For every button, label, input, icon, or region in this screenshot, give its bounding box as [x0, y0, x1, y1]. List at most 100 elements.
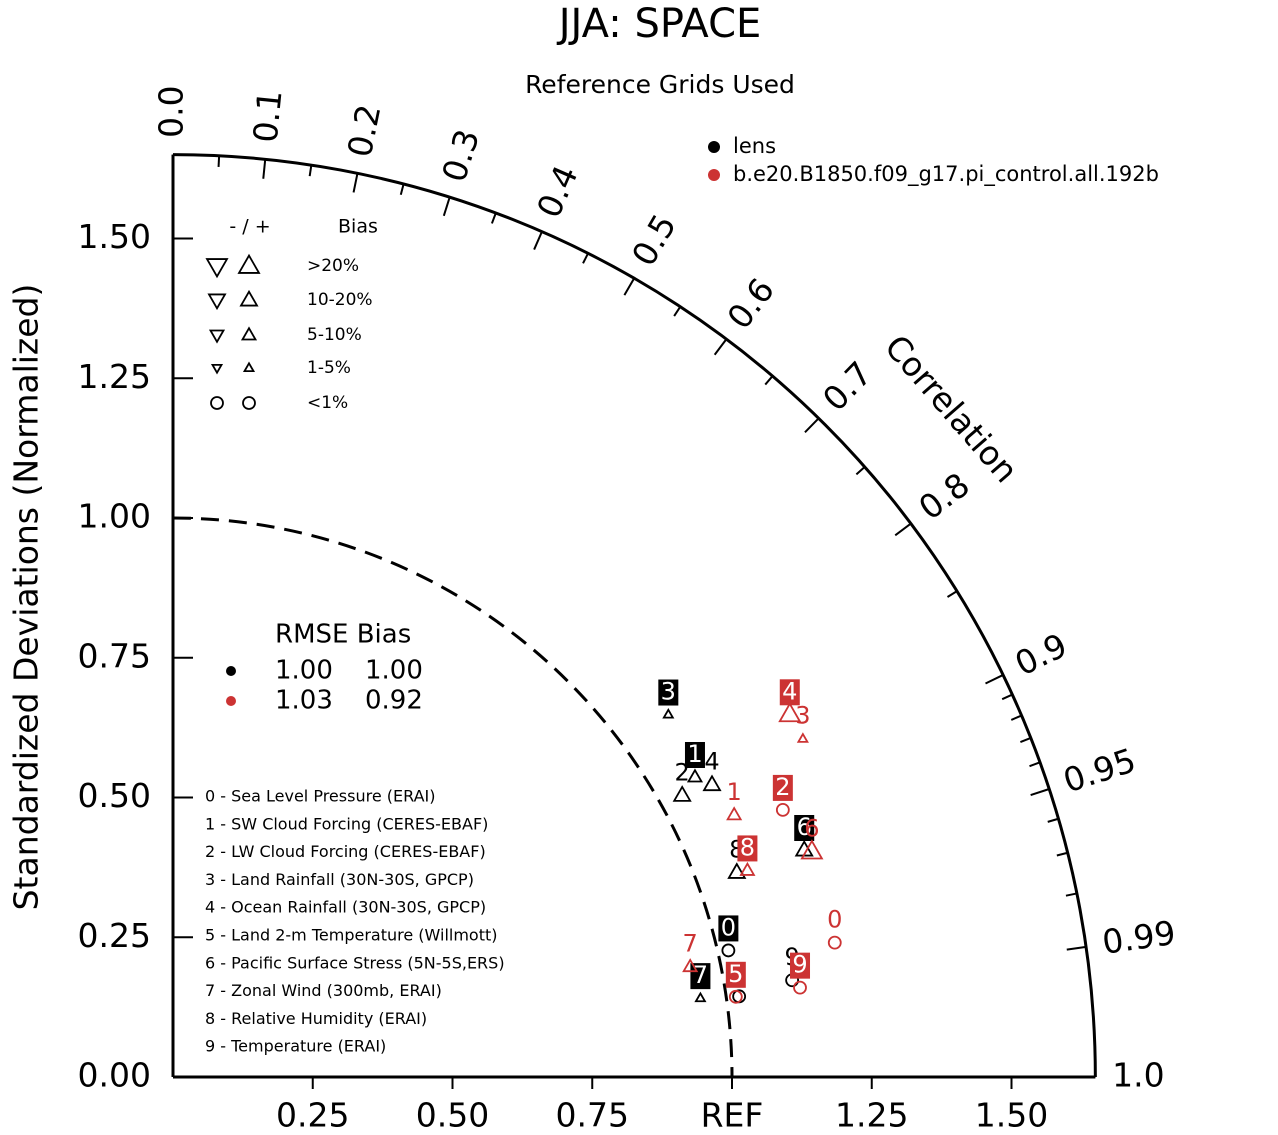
- corr-tick-label: 0.95: [1058, 740, 1140, 800]
- corr-minor-tick: [582, 252, 589, 264]
- summary-cell: 1.00: [365, 656, 423, 686]
- corr-tick-label: 0.0: [152, 85, 191, 137]
- legend-label: b.e20.B1850.f09_g17.pi_control.all.192b: [733, 162, 1159, 187]
- variable-label: 0 - Sea Level Pressure (ERAI): [205, 787, 435, 806]
- legend-label: lens: [733, 134, 776, 158]
- corr-tick-label: 0.3: [434, 125, 487, 187]
- corr-tick-label: 0.6: [719, 271, 782, 336]
- x-tick-label: 0.50: [416, 1096, 489, 1135]
- corr-tick-label: 0.9: [1009, 625, 1073, 683]
- corr-minor-tick: [673, 306, 682, 317]
- corr-minor-tick: [1065, 892, 1078, 897]
- marker: [721, 943, 736, 958]
- point-label: 1: [687, 740, 702, 768]
- corr-tick: [1030, 788, 1050, 797]
- point-label: 4: [704, 748, 719, 776]
- summary-marker: [226, 666, 236, 676]
- x-tick-label: 1.25: [835, 1096, 908, 1135]
- variable-label: 2 - LW Cloud Forcing (CERES-EBAF): [205, 842, 486, 861]
- marker: [210, 396, 224, 410]
- corr-tick-label: 1.0: [1112, 1056, 1164, 1095]
- marker: [682, 958, 699, 973]
- corr-tick: [262, 159, 267, 179]
- corr-tick-label: 0.2: [340, 101, 389, 160]
- variable-label: 3 - Land Rainfall (30N-30S, GPCP): [205, 870, 474, 889]
- point-label: 8: [740, 833, 755, 861]
- corr-tick-label: 0.5: [624, 207, 684, 272]
- y-tick-label: 1.00: [78, 497, 151, 536]
- point-label: 0: [827, 906, 842, 934]
- corr-minor-tick: [764, 375, 774, 386]
- y-tick-label: 0.50: [78, 776, 151, 815]
- bias-row-label: 5-10%: [307, 325, 362, 345]
- corr-minor-tick: [855, 466, 866, 476]
- y-tick-label: 0.75: [78, 636, 151, 675]
- bias-row-label: 1-5%: [307, 358, 351, 378]
- label-box: [790, 952, 811, 979]
- point-label: 9: [792, 951, 807, 979]
- marker: [728, 989, 743, 1004]
- bias-header: Bias: [338, 216, 378, 238]
- label-box: [779, 679, 800, 706]
- summary-cell: 0.92: [365, 686, 423, 716]
- marker: [686, 768, 704, 783]
- label-box: [772, 774, 793, 801]
- corr-minor-tick: [399, 183, 405, 196]
- summary-marker: [226, 696, 236, 706]
- variable-label: 9 - Temperature (ERAI): [205, 1037, 386, 1056]
- label-box: [684, 741, 705, 768]
- outer-arc: [172, 153, 1097, 1078]
- corr-tick: [442, 196, 451, 217]
- point-label: 3: [661, 678, 676, 706]
- corr-tick: [623, 277, 636, 296]
- corr-tick: [1066, 945, 1087, 951]
- variable-label: 6 - Pacific Surface Stress (5N-5S,ERS): [205, 953, 505, 972]
- bias-row-label: >20%: [307, 256, 359, 276]
- chart-subtitle: Reference Grids Used: [525, 70, 795, 99]
- point-label: 1: [727, 778, 742, 806]
- summary-cell: 1.00: [275, 656, 333, 686]
- y-tick-label: 0.25: [78, 916, 151, 955]
- marker: [702, 774, 722, 792]
- marker: [205, 258, 229, 279]
- point-label: 7: [683, 930, 698, 958]
- bias-row-label: <1%: [307, 393, 348, 413]
- point-label: 3: [795, 702, 810, 730]
- point-label: 0: [721, 913, 736, 941]
- corr-minor-tick: [1010, 714, 1022, 721]
- corr-minor-tick: [1056, 851, 1068, 857]
- corr-tick-label: 0.1: [246, 88, 290, 144]
- y-tick-label: 1.25: [78, 357, 151, 396]
- corr-tick: [533, 231, 543, 250]
- marker: [240, 326, 258, 341]
- corr-minor-tick: [308, 164, 313, 177]
- y-tick-label: 0.00: [78, 1056, 151, 1095]
- corr-minor-tick: [1020, 737, 1032, 744]
- marker: [242, 396, 256, 410]
- corr-tick: [713, 338, 728, 356]
- x-tick-label: 0.25: [276, 1096, 349, 1135]
- point-label: 2: [775, 773, 790, 801]
- corr-tick-label: 0.7: [815, 354, 880, 419]
- summary-cell: 1.03: [275, 686, 333, 716]
- marker: [800, 839, 824, 860]
- marker: [207, 293, 227, 311]
- marker: [242, 361, 256, 373]
- marker: [726, 806, 743, 821]
- marker: [672, 785, 692, 802]
- marker: [237, 253, 261, 274]
- point-label: 5: [728, 960, 743, 988]
- marker: [727, 862, 747, 879]
- point-label: 4: [782, 677, 797, 705]
- marker: [694, 991, 707, 1003]
- bias-sign-header: - / +: [229, 216, 270, 238]
- corr-tick: [894, 522, 912, 537]
- label-box: [725, 961, 746, 988]
- marker: [778, 702, 802, 723]
- corr-minor-tick: [946, 590, 958, 598]
- variable-label: 5 - Land 2-m Temperature (Willmott): [205, 926, 498, 945]
- bias-row-label: 10-20%: [307, 290, 373, 310]
- corr-minor-tick: [1047, 817, 1059, 823]
- summary-header: RMSE Bias: [275, 620, 411, 650]
- marker: [739, 861, 756, 876]
